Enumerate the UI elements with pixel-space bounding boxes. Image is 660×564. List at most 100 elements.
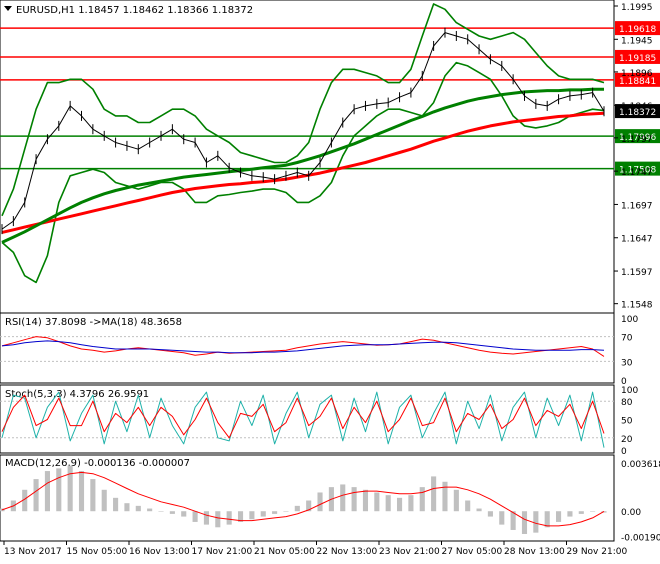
macd-hist-bar	[340, 484, 346, 512]
slow-ma-green-line	[1, 87, 604, 244]
macd-y-tick-label: -0.001906	[621, 534, 660, 544]
x-tick-label: 13 Nov 2017	[4, 547, 62, 557]
macd-hist-bar	[510, 511, 516, 530]
macd-hist-bar	[101, 489, 107, 512]
price-layer	[0, 3, 614, 284]
ohlc-header: EURUSD,H1 1.18457 1.18462 1.18366 1.1837…	[16, 5, 253, 16]
macd-hist-bar	[362, 489, 369, 512]
stoch-panel-frame	[0, 384, 615, 454]
level-tag-3	[615, 129, 660, 144]
macd-hist-bar	[317, 492, 323, 512]
macd-label: MACD(12,26,9) -0.000136 -0.000007	[5, 458, 190, 469]
price-y-tick-label: 1.1797	[621, 135, 653, 145]
macd-hist-bar	[33, 479, 39, 512]
macd-hist-bar	[272, 511, 278, 514]
price-y-tick-label: 1.1896	[621, 69, 653, 79]
x-tick-label: 27 Nov 05:00	[442, 547, 503, 557]
x-tick-label: 23 Nov 21:00	[379, 547, 440, 557]
stoch-y-tick-label: 20	[621, 435, 633, 445]
price-y-tick-label: 1.1597	[621, 268, 653, 278]
price-y-tick-label: 1.1995	[621, 3, 653, 13]
macd-hist-bar	[431, 476, 437, 512]
current-price-tag	[615, 104, 660, 119]
bollinger-lower-line	[1, 61, 605, 284]
level-tag-label-0: 1.19618	[619, 25, 656, 35]
symbol-dropdown-icon[interactable]	[4, 6, 12, 11]
rsi-y-tick-label: 0	[621, 377, 627, 387]
macd-hist-bar	[158, 511, 164, 512]
macd-hist-bar	[44, 471, 50, 512]
stoch-y-tick-label: 50	[621, 417, 633, 427]
level-tag-2	[615, 72, 660, 87]
rsi-y-tick-label: 70	[621, 334, 633, 344]
macd-hist-bar	[147, 508, 153, 512]
x-tick-label: 28 Nov 13:00	[504, 547, 565, 557]
macd-hist-bar	[465, 500, 471, 512]
macd-layer	[0, 465, 607, 534]
macd-hist-bar	[499, 511, 505, 525]
level-tag-1	[615, 49, 660, 64]
price-y-tick-label: 1.1548	[621, 301, 653, 311]
macd-hist-bar	[113, 497, 119, 512]
level-tag-0	[615, 21, 660, 36]
x-tick-label: 15 Nov 05:00	[67, 547, 128, 557]
stoch-y-tick-label: 0	[621, 447, 627, 457]
rsi-ma-line	[1, 340, 605, 354]
macd-hist-bar	[533, 511, 539, 533]
price-panel-frame	[0, 0, 615, 314]
x-tick-label: 17 Nov 21:00	[192, 547, 253, 557]
stoch-signal-line	[1, 394, 605, 439]
macd-hist-bar	[78, 471, 85, 512]
macd-hist-bar	[56, 468, 62, 512]
macd-y-tick-label: 0.003618	[621, 460, 660, 470]
rsi-layer	[0, 336, 614, 362]
macd-hist-bar	[374, 492, 380, 512]
macd-hist-bar	[90, 479, 96, 512]
price-y-tick-label: 1.1697	[621, 201, 653, 211]
stoch-layer	[0, 391, 614, 448]
rsi-y-tick-label: 30	[621, 358, 633, 368]
macd-hist-bar	[192, 511, 198, 522]
price-y-tick-label: 1.1846	[621, 102, 653, 112]
macd-hist-bar	[135, 505, 141, 512]
price-y-tick-label: 1.1747	[621, 168, 653, 178]
rsi-line	[1, 336, 605, 357]
macd-y-tick-label: 0.00	[621, 508, 641, 518]
bollinger-upper-line	[1, 3, 605, 217]
macd-hist-bar	[567, 511, 573, 517]
macd-hist-bar	[556, 511, 562, 522]
macd-hist-bar	[385, 495, 391, 512]
stoch-label: Stoch(5,3,3) 4.3796 26.9591	[5, 389, 149, 400]
price-close-line	[1, 32, 605, 230]
stoch-main-line	[1, 391, 605, 448]
macd-hist-bar	[260, 511, 266, 517]
x-tick-label: 21 Nov 05:00	[254, 547, 315, 557]
macd-hist-bar	[22, 489, 28, 512]
slow-ma-red-line	[1, 111, 605, 234]
current-price-label: 1.18372	[619, 108, 656, 118]
level-tag-label-3: 1.17996	[619, 133, 656, 143]
macd-hist-bar	[590, 511, 596, 512]
stoch-y-tick-label: 80	[621, 398, 633, 408]
rsi-label: RSI(14) 37.8098 ->MA(18) 48.3658	[5, 317, 182, 328]
x-tick-label: 16 Nov 13:00	[129, 547, 190, 557]
macd-hist-bar	[226, 511, 232, 525]
axes-layer: 1.19618 1.19185 1.18841 1.17996 1.17508 1.183…	[3, 3, 660, 557]
stoch-y-tick-label: 100	[621, 386, 638, 396]
x-tick-label: 29 Nov 21:00	[567, 547, 628, 557]
macd-hist-bar	[578, 511, 584, 514]
macd-hist-bar	[169, 511, 175, 514]
price-y-tick-label: 1.1945	[621, 36, 653, 46]
rsi-y-tick-label: 100	[621, 315, 638, 325]
level-tag-label-1: 1.19185	[619, 54, 656, 64]
macd-hist-bar	[294, 505, 300, 512]
macd-hist-bar	[306, 500, 312, 512]
macd-hist-bar	[396, 497, 403, 512]
macd-hist-bar	[203, 511, 210, 525]
macd-hist-bar	[351, 487, 357, 512]
level-tag-label-2: 1.18841	[619, 77, 656, 87]
macd-hist-bar	[283, 511, 289, 512]
level-tag-label-4: 1.17508	[619, 166, 656, 176]
macd-hist-bar	[181, 511, 187, 517]
